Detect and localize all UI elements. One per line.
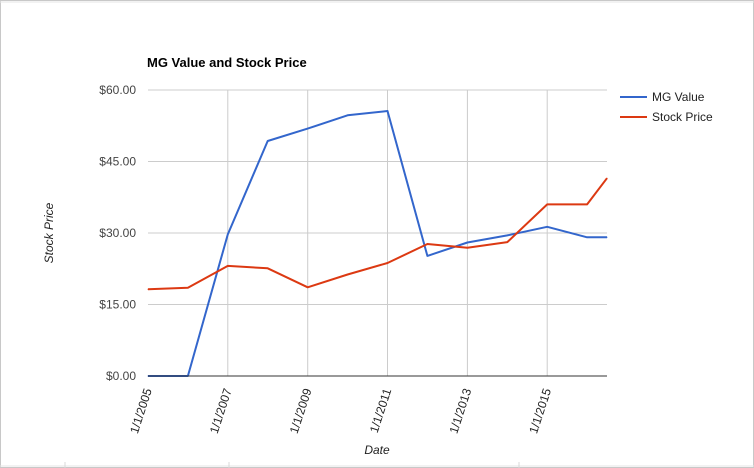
data-point [546,226,548,228]
data-point [267,140,269,142]
x-tick-label: 1/1/2013 [447,386,475,435]
data-point [347,114,349,116]
x-axis-ticks: 1/1/2005 1/1/2007 1/1/2009 1/1/2011 1/1/2013… [127,386,554,435]
data-point [307,128,309,130]
y-tick-label: $30.00 [99,226,136,240]
series-line-1 [148,110,607,377]
legend-label: MG Value [652,90,705,104]
data-point [606,236,608,238]
data-point [506,241,508,243]
data-point [466,247,468,249]
data-point [586,203,588,205]
gridlines [148,89,607,376]
data-point [506,234,508,236]
y-tick-label: $15.00 [99,298,136,312]
y-tick-label: $60.00 [99,83,136,97]
data-point [606,177,608,179]
data-point [426,255,428,257]
data-point [307,286,309,288]
data-point [227,265,229,267]
y-tick-label: $0.00 [106,369,136,383]
chart-title: MG Value and Stock Price [147,55,307,70]
data-point [267,267,269,269]
data-point [187,287,189,289]
y-tick-label: $45.00 [99,155,136,169]
x-tick-label: 1/1/2009 [287,386,315,435]
legend: MG Value Stock Price [620,90,713,124]
data-point [586,236,588,238]
x-tick-label: 1/1/2005 [127,386,155,435]
y-axis-ticks: $0.00 $15.00 $30.00 $45.00 $60.00 [99,83,136,383]
data-point [426,243,428,245]
data-point [466,242,468,243]
data-point [546,203,548,205]
data-point [147,288,149,290]
data-point [387,110,388,112]
data-point [387,262,388,264]
x-tick-label: 1/1/2011 [367,386,395,434]
series-line-2 [147,177,608,291]
x-axis-label: Date [364,443,390,457]
x-tick-label: 1/1/2015 [526,386,554,435]
series-lines [147,110,608,377]
data-point [347,274,349,275]
y-axis-label: Stock Price [42,202,56,263]
x-tick-label: 1/1/2007 [207,386,235,435]
legend-label: Stock Price [652,110,713,124]
data-point [227,233,229,235]
